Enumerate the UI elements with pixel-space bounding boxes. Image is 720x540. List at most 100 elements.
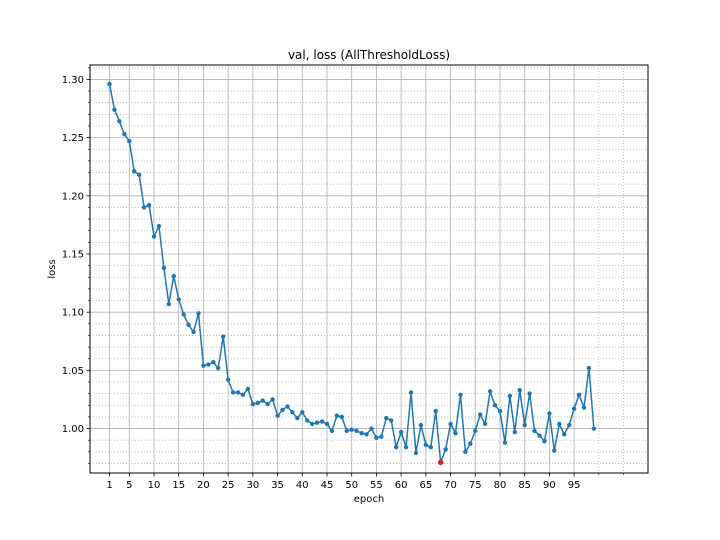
loss-data-point (423, 442, 429, 448)
loss-data-point (225, 377, 231, 382)
loss-data-point (482, 421, 488, 427)
loss-data-point (127, 138, 132, 144)
loss-data-point (235, 390, 241, 395)
loss-data-point (428, 444, 433, 450)
y-tick-label: 1.10 (62, 308, 84, 319)
loss-data-point (502, 440, 508, 445)
x-tick-label: 55 (370, 480, 383, 491)
loss-data-point (527, 391, 532, 396)
loss-data-point (379, 434, 384, 439)
x-tick-label: 70 (444, 480, 457, 491)
loss-data-point (305, 418, 310, 423)
loss-data-point (216, 365, 221, 371)
y-tick-label: 1.25 (62, 133, 84, 144)
loss-data-point (161, 265, 167, 271)
loss-data-point (201, 363, 206, 368)
chart-title: val, loss (AllThresholdLoss) (288, 48, 450, 62)
x-tick-label: 10 (148, 480, 161, 491)
loss-data-point (136, 172, 142, 178)
x-tick-label: 30 (246, 480, 259, 491)
loss-data-point (309, 421, 315, 427)
loss-data-point (418, 422, 424, 428)
loss-data-point (354, 428, 359, 434)
loss-data-point (364, 432, 369, 437)
loss-data-point (576, 392, 582, 397)
series-layer (107, 81, 597, 466)
y-tick-label: 1.30 (62, 75, 84, 86)
loss-data-point (329, 428, 335, 434)
loss-data-point (265, 401, 270, 407)
loss-data-point (408, 390, 414, 395)
loss-data-point (270, 397, 275, 402)
x-tick-label: 75 (469, 480, 482, 491)
loss-data-point (557, 421, 562, 427)
loss-data-point (542, 439, 547, 444)
loss-data-point (275, 413, 280, 418)
loss-data-point (171, 273, 176, 279)
loss-data-point (458, 392, 463, 397)
loss-data-point (250, 401, 256, 407)
x-tick-label: 5 (126, 480, 132, 491)
loss-data-point (566, 422, 572, 428)
loss-data-point (492, 403, 498, 408)
loss-data-point (374, 435, 379, 441)
loss-data-point (562, 432, 567, 437)
loss-data-point (334, 413, 340, 418)
loss-data-point (339, 414, 345, 420)
loss-data-point (107, 81, 112, 87)
loss-data-point (344, 428, 349, 434)
loss-data-point (497, 408, 503, 414)
y-tick-label: 1.05 (62, 366, 84, 377)
loss-data-point (196, 311, 201, 316)
loss-data-point (260, 398, 265, 403)
loss-data-point (255, 400, 260, 406)
x-tick-label: 40 (296, 480, 309, 491)
loss-data-point (324, 421, 330, 427)
loss-data-point (403, 444, 409, 450)
x-tick-label: 65 (419, 480, 432, 491)
loss-data-point (122, 131, 127, 137)
loss-data-point (581, 405, 587, 410)
loss-data-point (507, 393, 513, 399)
loss-data-point (181, 312, 186, 317)
loss-data-point (117, 119, 122, 124)
y-tick-label: 1.20 (62, 191, 84, 202)
loss-data-point (359, 431, 364, 436)
x-axis-label: epoch (354, 494, 384, 505)
loss-data-point (586, 365, 592, 371)
loss-data-point (156, 223, 162, 229)
loss-data-point (389, 418, 394, 423)
x-tick-label: 95 (568, 480, 581, 491)
major-grid (90, 65, 648, 473)
loss-data-point (280, 407, 285, 413)
loss-data-point (295, 415, 300, 421)
y-tick-label: 1.15 (62, 249, 84, 260)
plot-frame (89, 64, 649, 474)
loss-data-point (532, 428, 537, 434)
loss-data-point (176, 297, 181, 302)
loss-data-point (290, 410, 295, 415)
loss-data-point (240, 392, 246, 397)
x-tick-label: 1 (106, 480, 112, 491)
loss-data-point (478, 412, 483, 417)
loss-data-point (512, 429, 518, 435)
loss-data-point (206, 362, 211, 367)
loss-data-point (487, 389, 493, 394)
loss-data-point (300, 410, 305, 415)
loss-data-point (146, 202, 152, 208)
loss-data-point (230, 390, 236, 395)
loss-data-point (245, 386, 251, 392)
loss-data-point (151, 234, 157, 239)
y-axis-ticks: 1.00 1.05 1.10 1.15 1.20 1.25 1.30 (62, 67, 90, 464)
x-tick-label: 20 (197, 480, 210, 491)
loss-data-point (349, 427, 354, 432)
loss-data-point (443, 447, 448, 452)
loss-data-point (132, 169, 137, 174)
x-tick-label: 45 (321, 480, 334, 491)
loss-data-point (468, 441, 473, 446)
loss-data-point (463, 449, 468, 455)
loss-data-point (433, 408, 438, 414)
loss-data-point (591, 426, 597, 431)
